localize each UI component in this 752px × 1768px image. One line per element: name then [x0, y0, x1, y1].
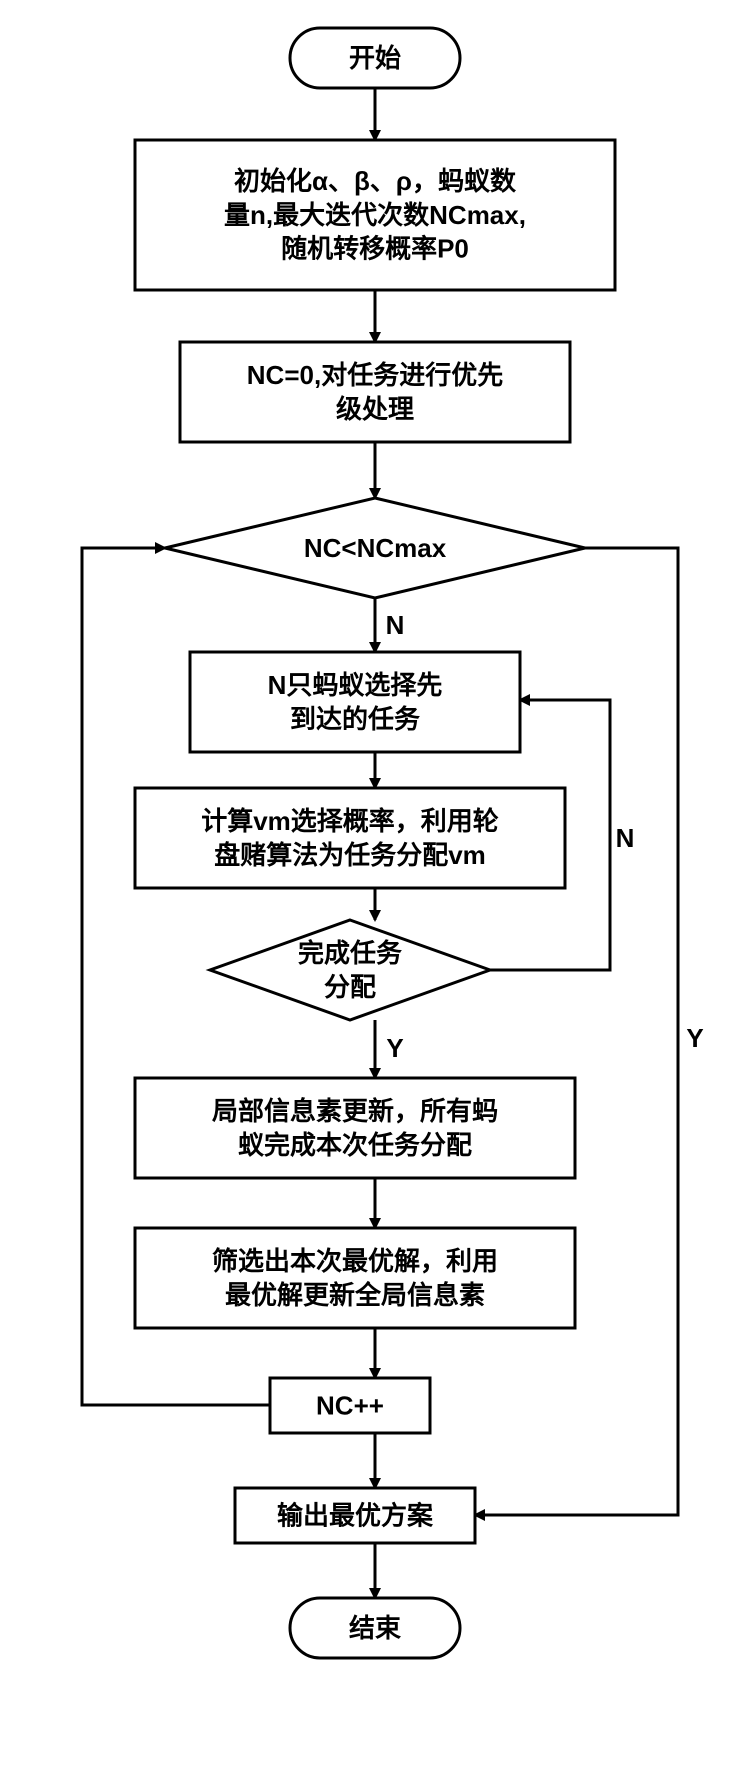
- node-text: 盘赌算法为任务分配vm: [214, 840, 486, 870]
- node-filter: 筛选出本次最优解，利用最优解更新全局信息素: [135, 1228, 575, 1328]
- node-cond1: NC<NCmax: [165, 498, 585, 598]
- edge-label: N: [616, 823, 635, 853]
- edge-label: N: [386, 610, 405, 640]
- node-text: 结束: [349, 1613, 402, 1643]
- node-start: 开始: [290, 28, 460, 88]
- edge-label: Y: [386, 1033, 403, 1063]
- node-text: 初始化α、β、ρ，蚂蚁数: [234, 166, 517, 196]
- node-text: 完成任务: [298, 938, 402, 968]
- node-ncpp: NC++: [270, 1378, 430, 1433]
- node-text: NC<NCmax: [304, 533, 447, 563]
- node-text: NC++: [316, 1390, 384, 1420]
- node-init: 初始化α、β、ρ，蚂蚁数量n,最大迭代次数NCmax, 随机转移概率P0: [135, 140, 615, 290]
- node-text: 随机转移概率P0: [281, 234, 469, 264]
- node-nc0: NC=0,对任务进行优先级处理: [180, 342, 570, 442]
- node-calc: 计算vm选择概率，利用轮盘赌算法为任务分配vm: [135, 788, 565, 888]
- node-text: NC=0,对任务进行优先: [247, 360, 503, 390]
- node-text: 蚁完成本次任务分配: [238, 1130, 472, 1160]
- node-text: 计算vm选择概率，利用轮: [201, 806, 499, 836]
- node-text: 最优解更新全局信息素: [225, 1280, 485, 1310]
- node-text: 分配: [324, 972, 376, 1002]
- node-text: 开始: [349, 43, 401, 73]
- node-text: 局部信息素更新，所有蚂: [212, 1096, 498, 1126]
- node-text: 筛选出本次最优解，利用: [212, 1246, 498, 1276]
- node-text: N只蚂蚁选择先: [268, 670, 443, 700]
- node-text: 到达的任务: [290, 704, 420, 734]
- node-local: 局部信息素更新，所有蚂蚁完成本次任务分配: [135, 1078, 575, 1178]
- node-output: 输出最优方案: [235, 1488, 475, 1543]
- node-text: 输出最优方案: [277, 1500, 434, 1530]
- node-cond2: 完成任务分配: [210, 920, 490, 1020]
- node-text: 级处理: [336, 394, 414, 424]
- node-text: 量n,最大迭代次数NCmax,: [224, 200, 526, 230]
- node-end: 结束: [290, 1598, 460, 1658]
- node-select: N只蚂蚁选择先到达的任务: [190, 652, 520, 752]
- edge-label: Y: [686, 1023, 703, 1053]
